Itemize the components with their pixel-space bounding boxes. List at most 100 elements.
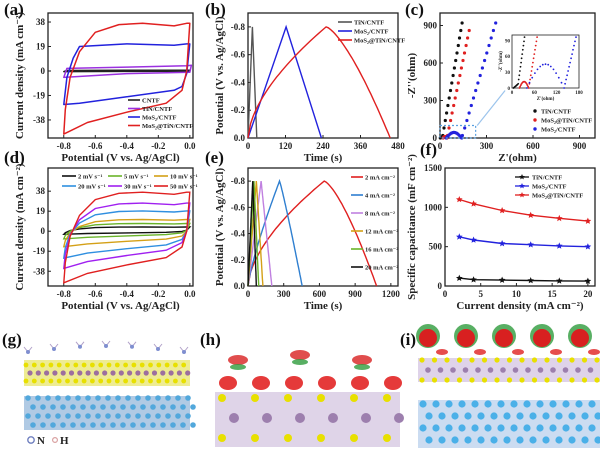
inset-point (533, 53, 536, 55)
cv-curve (63, 69, 191, 73)
sulfur-atom (569, 377, 575, 383)
tin-atom (555, 436, 563, 444)
series-line (459, 198, 588, 222)
series-line (459, 236, 588, 248)
molybdenum-atom (160, 370, 166, 376)
atom-legend: N H (27, 435, 69, 447)
nyquist-point (489, 36, 493, 40)
tin-atom (135, 395, 141, 401)
nyquist-point (456, 43, 460, 48)
tin-atom (115, 395, 121, 401)
tin-atom (135, 413, 141, 419)
charge-density-lobe (571, 329, 589, 347)
charge-density-lobe (419, 329, 437, 347)
molybdenum-atom (575, 367, 581, 373)
inset-y-tick-label: 30 (505, 71, 511, 76)
legend-marker (533, 127, 537, 131)
structure-i-charge-density (416, 324, 600, 448)
tin-atom (100, 404, 106, 410)
panel-label-i: (i) (400, 330, 416, 349)
star-marker (519, 183, 525, 189)
sulfur-atom (90, 362, 95, 368)
nyquist-point (451, 73, 455, 78)
tin-atom (432, 424, 440, 432)
sulfur-atom (383, 394, 391, 402)
molybdenum-atom (68, 370, 75, 376)
tin-atom (549, 424, 557, 432)
tin-atom (458, 400, 466, 408)
tin-atom (562, 400, 570, 408)
nyquist-point (487, 43, 491, 48)
y-axis-label: Current density (mA cm⁻²) (14, 12, 26, 139)
sulfur-atom (251, 434, 259, 442)
nyquist-point (448, 88, 453, 93)
sulfur-atom (114, 362, 120, 368)
plot-frame (439, 12, 596, 139)
charge-density-lobe (495, 329, 513, 347)
tin-atom (120, 404, 126, 410)
tin-atom (45, 395, 51, 401)
star-marker (498, 240, 506, 247)
inset-point (530, 70, 533, 72)
molybdenum-atom (229, 413, 239, 423)
sulfur-atom (581, 377, 588, 383)
sulfur-atom (444, 377, 450, 383)
inset-y-tick-label: 90 (505, 39, 511, 44)
sulfur-atom (181, 378, 187, 384)
tin-atom (510, 400, 518, 408)
cv-curve (63, 191, 191, 284)
inset-x-tick-label: 0 (511, 91, 514, 96)
y-tick-label: 0 (41, 66, 46, 76)
molybdenum-atom (143, 370, 149, 376)
sulfur-atom (65, 378, 70, 384)
sulfur-atom (419, 377, 425, 383)
tin-atom (75, 395, 81, 401)
panel-label-d: (d) (4, 148, 25, 167)
sulfur-atom (284, 434, 292, 442)
x-tick-label: -0.8 (57, 141, 72, 151)
molybdenum-atom (60, 370, 66, 376)
star-marker (527, 211, 534, 218)
nyquist-point (478, 73, 482, 78)
tin-atom (130, 422, 136, 428)
x-axis-label: Potential (V vs. Ag/AgCl) (61, 152, 180, 164)
inset-point (564, 82, 566, 85)
inset-x-tick-label: 180 (575, 91, 583, 96)
y-tick-label: 38 (36, 186, 46, 196)
sulfur-atom (23, 362, 29, 368)
tin-atom (120, 422, 126, 428)
nyquist-point (491, 28, 495, 33)
molybdenum-atom (93, 370, 99, 376)
sulfur-atom (594, 377, 600, 383)
tin-atom (55, 395, 61, 401)
sulfur-atom (218, 434, 226, 442)
sulfur-atom (494, 377, 500, 383)
molybdenum-atom (537, 367, 544, 373)
inset-x-tick-label: 120 (553, 91, 561, 96)
inset-point (517, 82, 520, 85)
tin-atom (516, 436, 524, 444)
sulfur-atom (131, 362, 137, 368)
legend-label: TiN/CNTF (532, 175, 562, 182)
star-marker (527, 241, 534, 248)
tin-atom (464, 412, 472, 420)
legend-label: 10 mV s⁻¹ (170, 174, 198, 181)
tin-atom (110, 422, 116, 428)
nyquist-point (449, 118, 453, 123)
gcd-curve (247, 24, 323, 139)
tin-atom (180, 404, 186, 410)
nyquist-point (463, 126, 467, 130)
tin-atom (150, 422, 156, 428)
charge-density-lobe (354, 364, 370, 370)
tin-atom (140, 422, 146, 428)
y-axis-label: Potential (V vs. Ag/AgCl) (214, 167, 226, 286)
x-axis-label: Time (s) (304, 300, 343, 312)
y-tick-label: 900 (424, 21, 438, 31)
charge-density-lobe (512, 349, 524, 355)
sulfur-atom (65, 362, 70, 368)
sulfur-atom (284, 394, 292, 402)
tin-atom (170, 404, 176, 410)
inset-point (517, 78, 520, 81)
sulfur-atom (156, 362, 162, 368)
tin-atom (95, 413, 101, 419)
